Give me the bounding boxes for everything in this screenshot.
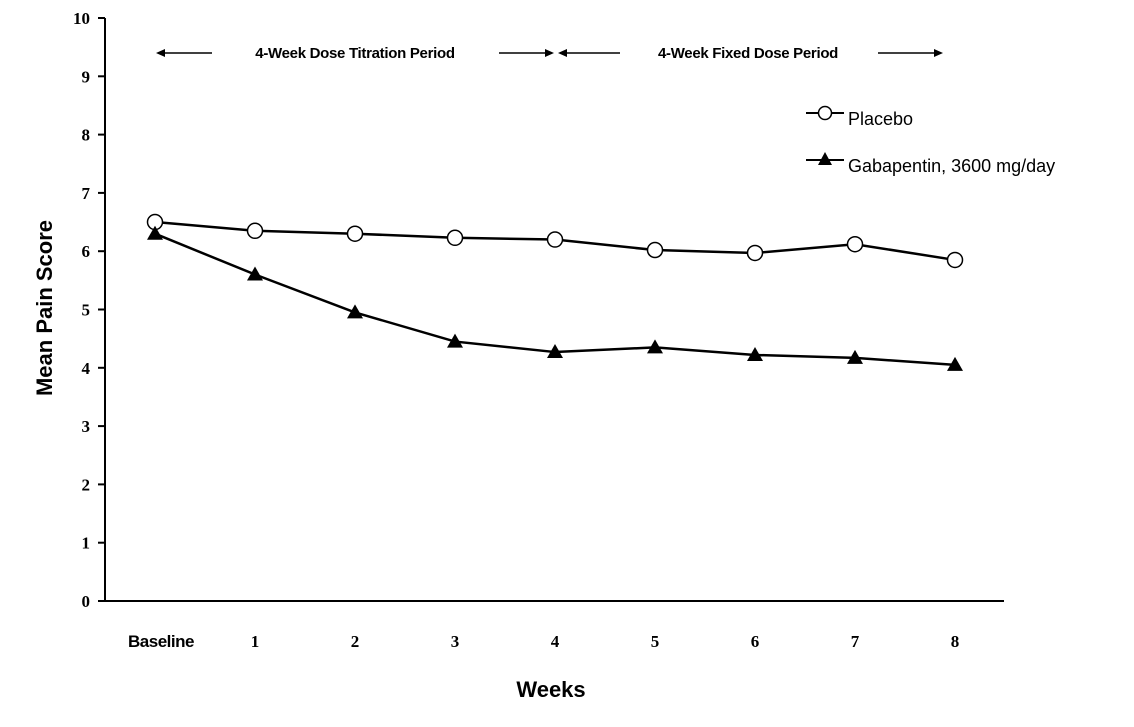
y-tick-label: 10	[73, 9, 90, 28]
data-point-gabapentin	[547, 344, 563, 359]
data-point-placebo	[846, 235, 864, 253]
fixed-arrowhead-right	[934, 49, 943, 57]
data-point-placebo	[346, 225, 364, 242]
data-point-gabapentin	[947, 356, 963, 371]
data-point-gabapentin	[847, 349, 863, 364]
x-tick-label: 8	[951, 632, 960, 651]
data-point-gabapentin	[247, 266, 263, 281]
legend-gabapentin-marker	[818, 152, 832, 165]
fixed-period-label: 4-Week Fixed Dose Period	[658, 45, 838, 62]
titration-arrowhead-left	[156, 49, 165, 57]
series-layer	[146, 213, 964, 371]
legend-item-gabapentin: Gabapentin, 3600 mg/day	[806, 152, 1055, 176]
legend-item-placebo: Placebo	[806, 105, 913, 129]
data-point-placebo	[546, 231, 564, 248]
y-tick-label: 0	[82, 592, 91, 611]
x-ticks: Baseline 1 2 3 4 5 6 7 8	[128, 632, 959, 651]
x-tick-label: 6	[751, 632, 760, 651]
y-tick-label: 6	[82, 242, 91, 261]
y-tick-label: 7	[82, 184, 91, 203]
y-tick-label: 9	[82, 67, 91, 86]
titration-period-label: 4-Week Dose Titration Period	[255, 45, 455, 62]
x-tick-label: 1	[251, 632, 260, 651]
axes	[104, 18, 1004, 602]
y-tick-label: 4	[82, 359, 91, 378]
y-tick-label: 2	[82, 475, 91, 494]
legend: Placebo Gabapentin, 3600 mg/day	[806, 105, 1055, 176]
period-annotations: 4-Week Dose Titration Period 4-Week Fixe…	[156, 45, 943, 62]
data-point-placebo	[246, 222, 264, 240]
y-tick-label: 5	[82, 301, 91, 320]
data-point-placebo	[446, 229, 464, 247]
data-point-gabapentin	[347, 304, 363, 319]
legend-placebo-marker	[817, 105, 833, 121]
series-gabapentin	[147, 225, 963, 371]
titration-arrowhead-right	[545, 49, 554, 57]
legend-gabapentin-label: Gabapentin, 3600 mg/day	[848, 156, 1055, 176]
data-point-placebo	[946, 251, 964, 269]
y-tick-label: 8	[82, 126, 91, 145]
data-point-gabapentin	[647, 339, 663, 354]
x-tick-label: Baseline	[128, 632, 194, 651]
y-axis-title: Mean Pain Score	[32, 220, 57, 396]
data-point-placebo	[646, 241, 664, 259]
legend-placebo-label: Placebo	[848, 109, 913, 129]
x-tick-label: 7	[851, 632, 860, 651]
x-tick-label: 4	[551, 632, 560, 651]
data-point-gabapentin	[747, 346, 763, 361]
y-tick-label: 1	[82, 534, 91, 553]
x-tick-label: 2	[351, 632, 360, 651]
data-point-gabapentin	[447, 333, 463, 348]
x-tick-label: 3	[451, 632, 460, 651]
x-axis-title: Weeks	[516, 677, 585, 702]
x-tick-label: 5	[651, 632, 660, 651]
y-tick-label: 3	[82, 417, 91, 436]
data-point-gabapentin	[147, 225, 163, 240]
data-point-placebo	[746, 244, 764, 262]
y-ticks: 0 1 2 3 4 5 6 7 8 9 10	[73, 9, 105, 611]
series-placebo	[146, 213, 964, 269]
